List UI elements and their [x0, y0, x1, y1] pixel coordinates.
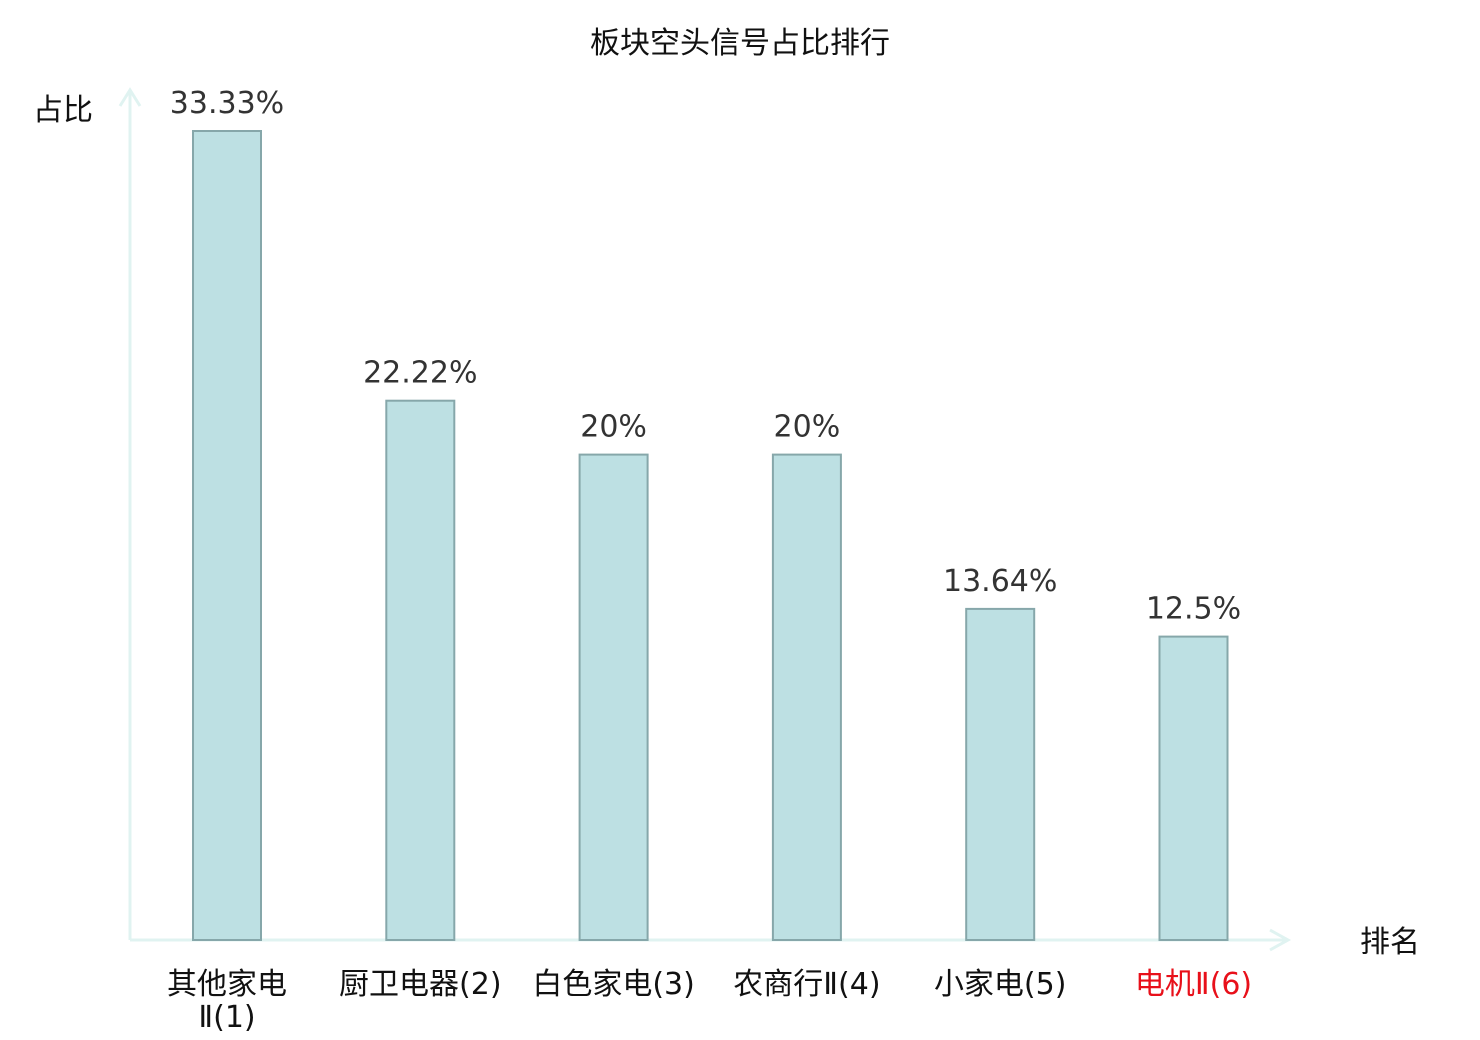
bar-value-label: 12.5%: [1146, 592, 1241, 627]
bar: [192, 130, 262, 941]
x-tick-label: 小家电(5): [934, 967, 1067, 1002]
x-axis-arrow-icon: [1269, 928, 1292, 952]
bar-value-label: 13.64%: [943, 564, 1057, 599]
x-tick-label: 其他家电: [167, 967, 287, 1002]
chart-title: 板块空头信号占比排行: [590, 26, 890, 61]
x-tick-label: 厨卫电器(2): [339, 967, 502, 1002]
bar: [771, 453, 842, 941]
bar-value-label: 20%: [580, 410, 647, 445]
x-tick-label: 农商行Ⅱ(4): [733, 967, 880, 1002]
y-axis: [118, 87, 142, 940]
bar-value-label: 20%: [774, 410, 841, 445]
bar: [578, 453, 649, 941]
bar-value-label: 22.22%: [363, 356, 477, 391]
bar: [1158, 635, 1229, 941]
x-axis: [130, 928, 1292, 952]
bar: [965, 607, 1036, 942]
x-tick-label: 电机Ⅱ(6): [1135, 967, 1252, 1002]
y-axis-arrow-icon: [118, 87, 142, 107]
bar-value-label: 33.33%: [170, 86, 284, 121]
x-tick-label: 白色家电(3): [532, 967, 695, 1002]
bar: [385, 399, 456, 941]
x-axis-title: 排名: [1360, 925, 1420, 960]
y-axis-title: 占比: [33, 93, 93, 128]
x-tick-label: Ⅱ(1): [198, 1000, 255, 1035]
